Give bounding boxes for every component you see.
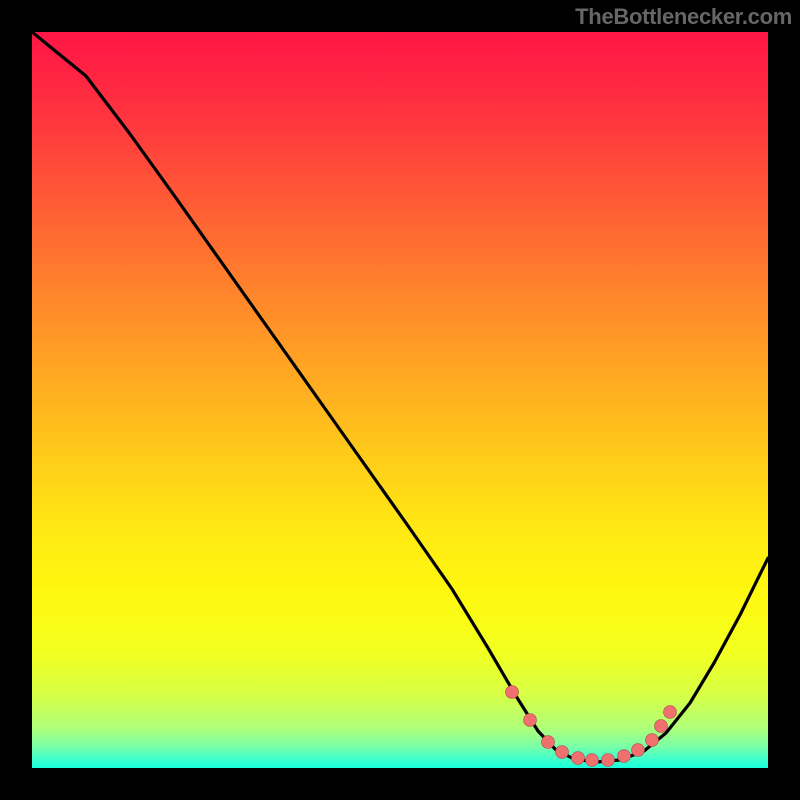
- marker-dot: [632, 744, 645, 757]
- plot-area: [32, 32, 768, 768]
- attribution-text: TheBottlenecker.com: [575, 4, 792, 30]
- marker-dot: [542, 736, 555, 749]
- marker-dot: [586, 754, 599, 767]
- marker-dot: [556, 746, 569, 759]
- chart-frame: TheBottlenecker.com: [0, 0, 800, 800]
- marker-dot: [664, 706, 677, 719]
- marker-dot: [572, 752, 585, 765]
- marker-dot: [506, 686, 519, 699]
- marker-dot: [602, 754, 615, 767]
- bottleneck-chart: [0, 0, 800, 800]
- marker-dot: [646, 734, 659, 747]
- marker-dot: [618, 750, 631, 763]
- marker-dot: [655, 720, 668, 733]
- marker-dot: [524, 714, 537, 727]
